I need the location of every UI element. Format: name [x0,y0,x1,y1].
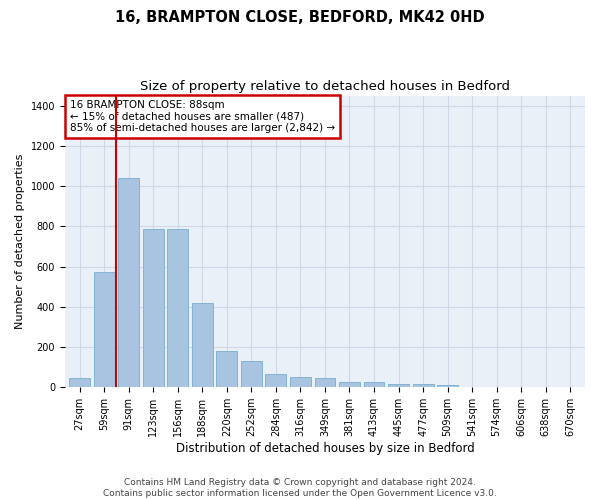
Bar [118,178,139,387]
Text: 16, BRAMPTON CLOSE, BEDFORD, MK42 0HD: 16, BRAMPTON CLOSE, BEDFORD, MK42 0HD [115,10,485,25]
Title: Size of property relative to detached houses in Bedford: Size of property relative to detached ho… [140,80,510,93]
Text: 16 BRAMPTON CLOSE: 88sqm
← 15% of detached houses are smaller (487)
85% of semi-: 16 BRAMPTON CLOSE: 88sqm ← 15% of detach… [70,100,335,133]
Bar [364,382,385,387]
Bar [167,230,188,387]
Text: Contains HM Land Registry data © Crown copyright and database right 2024.
Contai: Contains HM Land Registry data © Crown c… [103,478,497,498]
Bar [94,272,115,387]
Bar [192,302,213,387]
Bar [217,351,237,387]
Y-axis label: Number of detached properties: Number of detached properties [15,154,25,329]
Bar [290,377,311,387]
Bar [241,361,262,387]
Bar [265,374,286,387]
Bar [143,230,164,387]
Bar [314,378,335,387]
Bar [388,384,409,387]
Bar [437,385,458,387]
Bar [69,378,90,387]
X-axis label: Distribution of detached houses by size in Bedford: Distribution of detached houses by size … [176,442,475,455]
Bar [339,382,360,387]
Bar [413,384,434,387]
